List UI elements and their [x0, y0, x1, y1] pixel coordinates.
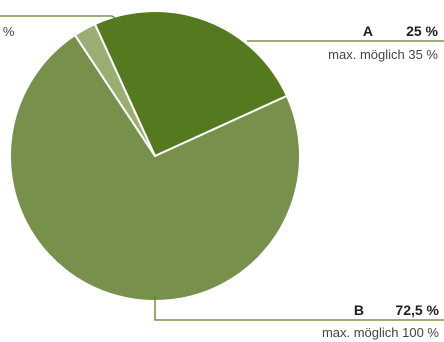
- slice-b-max-label: max. möglich 100 %: [322, 325, 439, 340]
- slice-b-name: B: [354, 302, 364, 318]
- pie-slice-b: [9, 34, 301, 303]
- leader-line-b: [154, 296, 444, 321]
- slice-c-fragment-label: 5 %: [0, 24, 15, 39]
- pie-slice-c: [73, 23, 156, 157]
- slice-b-value: 72,5 %: [395, 302, 439, 318]
- leader-line-c: [0, 15, 122, 23]
- pie-slice-a: [93, 10, 288, 157]
- slice-a-value: 25 %: [406, 23, 438, 39]
- slice-a-max-label: max. möglich 35 %: [328, 47, 438, 62]
- slice-a-name: A: [363, 23, 373, 39]
- pie-slices: [9, 10, 301, 303]
